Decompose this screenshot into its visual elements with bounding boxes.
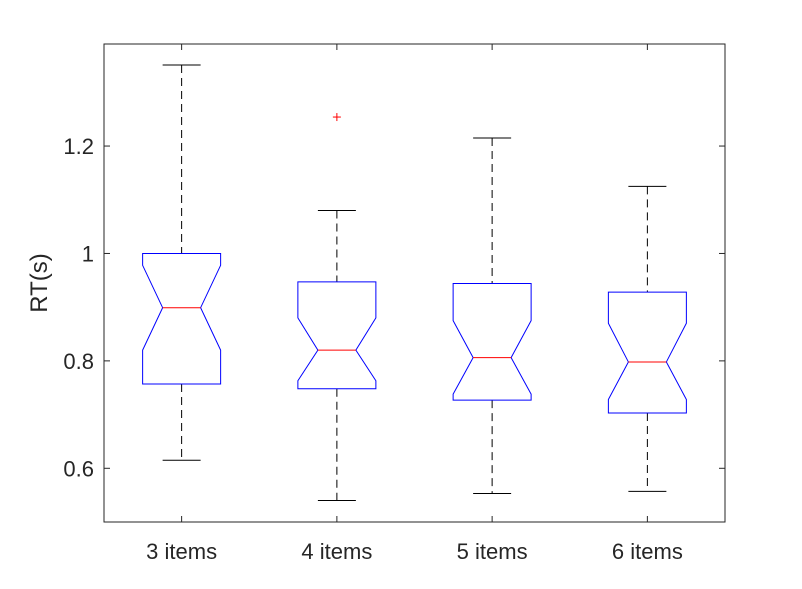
- x-tick-label: 4 items: [301, 539, 372, 564]
- outlier-marker: [332, 113, 341, 122]
- plot-area: [103, 43, 726, 523]
- y-tick-label: 1.2: [63, 134, 94, 159]
- box-group: [452, 137, 532, 495]
- notched-box: [142, 252, 222, 385]
- x-tick-label: 6 items: [612, 539, 683, 564]
- x-axis: 3 items 4 items 5 items 6 items: [146, 44, 683, 564]
- y-tick-label: 0.6: [63, 456, 94, 481]
- notched-box: [452, 283, 532, 401]
- box-group: [607, 185, 687, 492]
- y-axis-label: RT(s): [26, 253, 53, 313]
- notched-box: [607, 291, 687, 414]
- y-axis: 0.6 0.8 1 1.2: [63, 134, 725, 481]
- box-series: [142, 64, 687, 502]
- box-group: [142, 64, 222, 461]
- x-tick-label: 5 items: [457, 539, 528, 564]
- box-group: [297, 113, 377, 502]
- notched-box: [297, 281, 377, 390]
- y-tick-label: 0.8: [63, 349, 94, 374]
- x-tick-label: 3 items: [146, 539, 217, 564]
- y-tick-label: 1: [82, 241, 94, 266]
